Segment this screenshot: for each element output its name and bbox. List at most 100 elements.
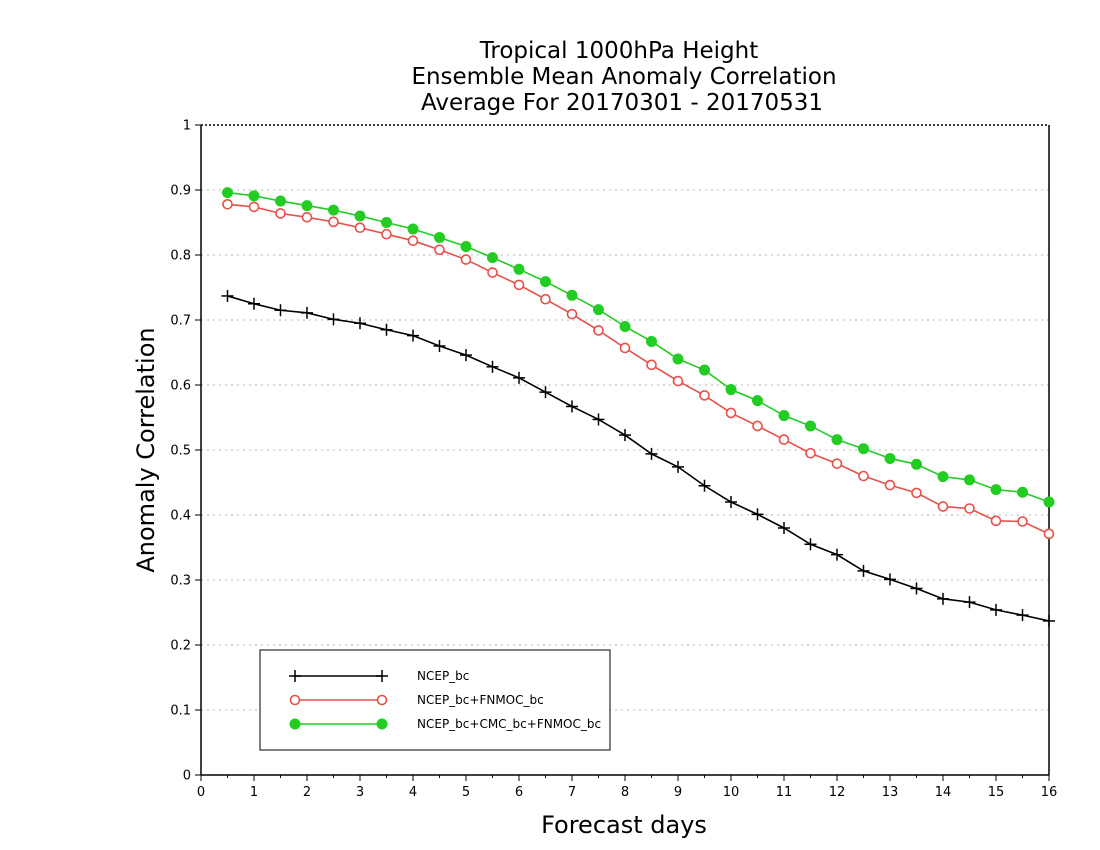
y-tick-label: 0.7 bbox=[170, 314, 191, 329]
y-tick-label: 0.8 bbox=[170, 249, 191, 264]
data-point bbox=[487, 252, 498, 264]
data-point bbox=[1043, 528, 1055, 540]
data-point bbox=[1016, 609, 1029, 622]
data-point bbox=[460, 241, 472, 253]
y-tick-label: 0.5 bbox=[170, 444, 191, 459]
legend-item: NCEP_bc bbox=[289, 669, 469, 683]
data-point bbox=[699, 364, 710, 376]
data-point bbox=[937, 592, 949, 605]
data-point bbox=[619, 429, 631, 442]
data-point bbox=[752, 420, 763, 432]
x-tick-label: 5 bbox=[462, 785, 470, 800]
legend-marker bbox=[376, 670, 388, 682]
x-tick-label: 9 bbox=[674, 785, 682, 800]
data-point bbox=[513, 371, 525, 384]
data-point bbox=[327, 313, 340, 326]
data-point bbox=[884, 452, 896, 464]
x-tick-label: 16 bbox=[1041, 785, 1058, 800]
data-point bbox=[964, 503, 975, 514]
data-point bbox=[646, 359, 657, 371]
data-point bbox=[619, 321, 631, 332]
chart-title: Tropical 1000hPa Height Ensemble Mean An… bbox=[411, 38, 836, 116]
data-point bbox=[460, 349, 472, 362]
legend-marker bbox=[289, 718, 301, 730]
x-axis-label: Forecast days bbox=[541, 811, 707, 839]
x-tick-label: 14 bbox=[935, 785, 952, 800]
data-point bbox=[1017, 516, 1028, 527]
data-point bbox=[380, 323, 393, 336]
data-point bbox=[964, 474, 975, 486]
data-point bbox=[407, 329, 419, 342]
data-point bbox=[725, 384, 737, 396]
legend-item: NCEP_bc+CMC_bc+FNMOC_bc bbox=[289, 717, 601, 731]
data-point bbox=[540, 276, 551, 288]
legend-item: NCEP_bc+FNMOC_bc bbox=[289, 693, 544, 707]
x-axis-ticks: 0 1 2 3 4 5 6 7 8 9 10 11 12 13 14 15 16 bbox=[197, 775, 1057, 800]
chart-title-line-3: Average For 20170301 - 20170531 bbox=[421, 90, 823, 116]
data-point bbox=[884, 479, 896, 491]
data-point bbox=[222, 187, 233, 199]
data-point bbox=[275, 195, 286, 207]
series-line bbox=[227, 191, 1050, 503]
series-line bbox=[227, 295, 1050, 622]
legend-marker bbox=[289, 670, 301, 682]
data-point bbox=[328, 204, 339, 216]
data-point bbox=[725, 496, 737, 508]
data-point bbox=[381, 217, 392, 228]
chart-title-line-2: Ensemble Mean Anomaly Correlation bbox=[411, 64, 836, 90]
data-point bbox=[221, 289, 234, 302]
data-point bbox=[540, 293, 551, 305]
data-point bbox=[328, 216, 339, 228]
legend-marker bbox=[376, 694, 388, 706]
y-tick-label: 0.3 bbox=[170, 574, 191, 589]
data-point bbox=[910, 582, 923, 595]
series-2 bbox=[222, 187, 1055, 508]
data-point bbox=[937, 501, 949, 512]
series-layer bbox=[221, 187, 1055, 627]
data-point bbox=[433, 340, 446, 352]
data-point bbox=[937, 471, 949, 483]
chart-title-line-1: Tropical 1000hPa Height bbox=[479, 38, 759, 64]
data-point bbox=[1043, 496, 1055, 508]
data-point bbox=[751, 508, 764, 521]
data-point bbox=[619, 342, 631, 354]
y-axis-ticks: 0 0.1 0.2 0.3 0.4 0.5 0.6 0.7 0.8 0.9 1 bbox=[170, 119, 201, 784]
data-point bbox=[698, 479, 711, 492]
legend-label: NCEP_bc+FNMOC_bc bbox=[417, 693, 544, 707]
data-point bbox=[566, 289, 578, 301]
data-point bbox=[566, 308, 578, 320]
data-point bbox=[911, 487, 922, 499]
data-point bbox=[593, 325, 604, 336]
data-point bbox=[248, 201, 260, 213]
y-tick-label: 1 bbox=[183, 119, 191, 134]
data-point bbox=[831, 548, 843, 561]
legend-marker bbox=[376, 718, 388, 730]
x-tick-label: 12 bbox=[829, 785, 846, 800]
x-tick-label: 3 bbox=[356, 785, 364, 800]
data-point bbox=[858, 443, 869, 455]
data-point bbox=[963, 596, 976, 609]
y-tick-label: 0.9 bbox=[170, 184, 191, 199]
data-point bbox=[1017, 486, 1028, 498]
data-point bbox=[752, 395, 763, 407]
data-point bbox=[1043, 614, 1055, 627]
data-point bbox=[248, 190, 260, 202]
data-point bbox=[301, 306, 313, 319]
data-point bbox=[248, 297, 260, 310]
data-point bbox=[275, 208, 286, 219]
data-point bbox=[513, 263, 525, 275]
data-point bbox=[672, 460, 684, 473]
legend-label: NCEP_bc bbox=[417, 669, 469, 683]
x-tick-label: 7 bbox=[568, 785, 576, 800]
data-point bbox=[301, 200, 313, 212]
y-tick-label: 0 bbox=[183, 769, 191, 784]
x-tick-label: 2 bbox=[303, 785, 311, 800]
x-tick-label: 4 bbox=[409, 785, 417, 800]
x-tick-label: 15 bbox=[988, 785, 1005, 800]
data-point bbox=[301, 212, 313, 223]
data-point bbox=[884, 573, 896, 586]
x-tick-label: 13 bbox=[882, 785, 899, 800]
series-0 bbox=[221, 289, 1055, 627]
data-point bbox=[805, 420, 816, 432]
